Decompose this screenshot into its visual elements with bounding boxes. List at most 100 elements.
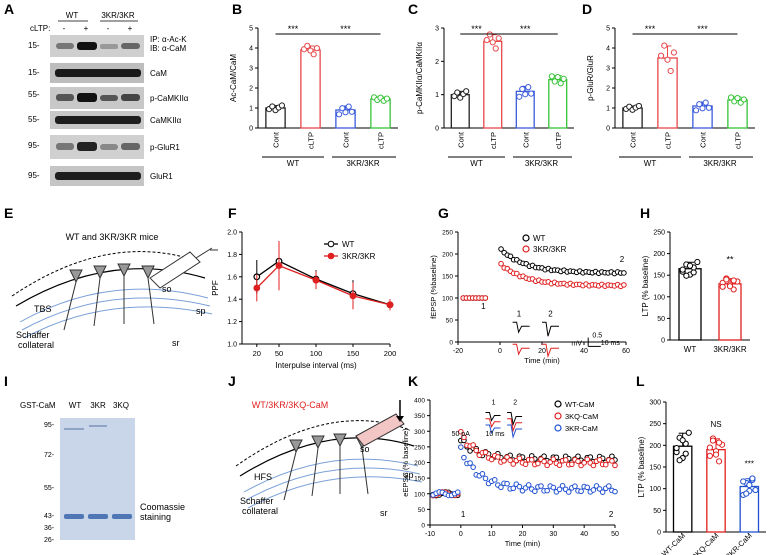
mw-2: 15- <box>28 68 40 77</box>
y-tick-label: 150 <box>414 476 425 483</box>
y-tick-label: 1 <box>435 92 439 99</box>
x-tick-label: 50 <box>275 349 283 358</box>
mw-3: 55- <box>28 90 40 99</box>
data-point <box>349 292 357 300</box>
x-tick-label: 0 <box>459 531 463 538</box>
data-point <box>501 457 507 464</box>
label-so-j: so <box>360 444 370 454</box>
data-point <box>488 456 495 463</box>
data-point <box>590 462 597 469</box>
y-tick-label: 4 <box>606 46 610 53</box>
y-tick-label: 2 <box>606 86 610 93</box>
data-point <box>498 246 504 252</box>
data-point <box>581 460 587 466</box>
label-sr-e: sr <box>172 338 180 348</box>
x-tick-label: 3KR/3KR <box>713 345 747 354</box>
panel-label-a: A <box>4 1 14 17</box>
label-sr-j: sr <box>380 508 388 518</box>
x-tick-label: 40 <box>580 348 588 355</box>
data-point <box>730 277 737 284</box>
data-point <box>712 451 720 458</box>
data-point <box>599 489 606 495</box>
data-point <box>275 262 283 270</box>
blot-strip-ac-cam <box>50 35 144 57</box>
data-point <box>727 94 735 101</box>
data-point <box>621 270 627 276</box>
x-tick-label: 3KQ-CaM <box>690 531 720 555</box>
gel-mw-55: 55- <box>44 485 55 492</box>
data-point <box>491 477 498 483</box>
data-point <box>746 481 753 489</box>
band-label-cam: CaM <box>150 69 167 78</box>
mw-1: 15- <box>28 41 40 50</box>
data-point <box>752 486 759 494</box>
blot-strip-glur1 <box>50 166 144 186</box>
data-point <box>345 103 352 110</box>
y-axis-label: Ac-CaM/CaM <box>229 54 238 102</box>
x-tick-label: -20 <box>453 348 463 355</box>
group-label: 3KR/3KR <box>525 159 559 168</box>
cltp-sign-1: - <box>63 24 66 33</box>
data-point <box>461 434 467 441</box>
x-tick-label: 3KR-CaM <box>724 531 754 555</box>
label-sp-e: sp <box>196 306 206 316</box>
data-point <box>516 93 523 100</box>
trace-3kr-2 <box>542 343 559 359</box>
band-label-ac-cam: IP: α-Ac-K IB: α-CaM <box>150 35 187 53</box>
data-point <box>667 67 674 75</box>
schematic-e-title: WT and 3KR/3KR mice <box>66 232 159 242</box>
data-point <box>544 462 550 469</box>
label-collateral-j: collateral <box>242 506 278 516</box>
data-point <box>702 99 709 106</box>
sig-marker: *** <box>520 24 531 34</box>
data-point <box>269 103 276 110</box>
data-point <box>507 253 514 260</box>
data-point <box>310 51 317 58</box>
data-point <box>557 80 564 87</box>
data-point <box>556 486 563 493</box>
data-point <box>467 460 473 466</box>
bar <box>727 99 748 129</box>
gel-band <box>64 514 84 519</box>
y-tick-label: 200 <box>653 251 665 258</box>
data-point <box>694 258 701 266</box>
data-point <box>548 73 555 80</box>
legend-label: 3KR/3KR <box>533 245 567 254</box>
x-tick-label: 150 <box>347 349 360 358</box>
data-point <box>278 102 286 109</box>
schematic-j-title: WT/3KR/3KQ-CaM <box>252 400 329 410</box>
y-tick-label: 1.6 <box>227 274 237 281</box>
bar-chart-d: 0 1 2 3 4 5 p-GluR/GluR Cont cLTP Cont cLTP WT 3KR/3… <box>586 24 755 168</box>
data-point <box>253 284 261 292</box>
trace-1 <box>485 418 501 429</box>
data-point <box>621 282 627 288</box>
data-point <box>690 269 697 276</box>
data-point <box>498 260 504 267</box>
scale-v-unit: mV <box>571 341 582 348</box>
data-point <box>544 487 550 494</box>
y-tick-label: 350 <box>414 413 425 420</box>
label-schaffer-e: Schaffer <box>16 330 49 340</box>
data-point <box>495 454 501 460</box>
y-tick-label: 1 <box>249 106 253 113</box>
data-point <box>538 483 544 489</box>
sig-marker: *** <box>288 24 299 34</box>
data-point <box>683 272 690 279</box>
x-tick-label: WT <box>684 345 697 354</box>
gel-lane-3kr: 3KR <box>90 401 106 410</box>
data-point <box>682 450 689 457</box>
data-point <box>740 478 747 485</box>
label-schaffer-j: Schaffer <box>240 496 273 506</box>
y-tick-label: 400 <box>414 398 425 405</box>
data-point <box>635 102 643 110</box>
data-point <box>559 482 566 489</box>
data-point <box>550 456 557 463</box>
x-tick-label: 200 <box>384 349 397 358</box>
group-label: WT <box>470 159 483 168</box>
group-label: WT <box>287 159 300 168</box>
x-tick-label: 50 <box>611 531 619 538</box>
data-point <box>551 78 558 85</box>
panel-label-k: K <box>408 373 418 389</box>
x-tick-label: 0 <box>498 348 502 355</box>
